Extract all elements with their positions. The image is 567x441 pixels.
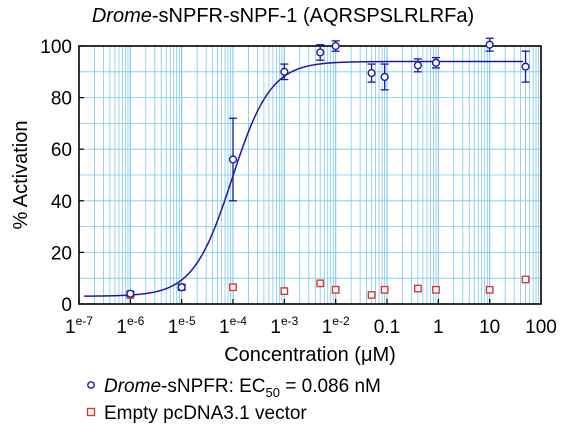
y-tick-label: 100	[40, 37, 72, 58]
x-tick-label: 100	[525, 317, 557, 338]
empty-vector-point	[331, 285, 340, 294]
y-axis-label: % Activation	[10, 121, 32, 230]
fit-curve	[84, 60, 524, 297]
drome-point	[331, 41, 340, 51]
y-tick-label: 60	[51, 140, 72, 161]
drome-point	[380, 72, 389, 82]
x-tick-label: 1e-6	[116, 314, 144, 338]
x-tick-label: 1e-4	[219, 314, 247, 338]
x-tick-label: 1e-2	[322, 314, 350, 338]
legend: Drome-sNPFR: EC50 = 0.086 nM Empty pcDNA…	[86, 376, 381, 424]
legend-marker-drome	[87, 381, 95, 389]
drome-point	[521, 62, 530, 71]
empty-vector-point	[485, 285, 494, 294]
drome-point	[316, 48, 325, 57]
drome-point	[413, 61, 423, 70]
empty-vector-point	[229, 283, 237, 292]
empty-vector-point	[316, 279, 325, 288]
chart-title-rest: -sNPFR-sNPF-1 (AQRSPSLRLRFa)	[152, 5, 474, 27]
x-tick-label: 0.1	[374, 317, 400, 338]
x-tick-label: 10	[479, 317, 500, 338]
legend-marker-empty-vector	[86, 407, 96, 417]
chart-title: Drome-sNPFR-sNPF-1 (AQRSPSLRLRFa)	[92, 5, 474, 27]
drome-point	[177, 283, 186, 292]
fit-curve-layer	[84, 60, 524, 297]
empty-vector-point	[367, 291, 376, 299]
drome-point	[485, 40, 494, 49]
legend-entry-drome: Drome-sNPFR: EC50 = 0.086 nM	[104, 376, 381, 400]
empty-vector-point	[414, 284, 422, 293]
y-tick-label: 20	[51, 243, 72, 264]
drome-point	[431, 58, 441, 67]
empty-vector-point	[432, 285, 440, 294]
drome-point	[280, 67, 289, 76]
x-tick-label: 1e-5	[168, 314, 196, 338]
drome-point	[126, 289, 135, 298]
empty-vector-point	[380, 285, 389, 294]
data-marks	[126, 37, 530, 299]
y-tick-label: 80	[51, 89, 72, 110]
y-tick-label: 40	[51, 192, 72, 213]
x-axis-label: Concentration (μM)	[224, 344, 396, 366]
drome-point	[367, 68, 376, 78]
y-axis: 0 20 40 60 80 100	[40, 37, 84, 316]
empty-vector-point	[521, 275, 530, 284]
legend-entry-empty-vector: Empty pcDNA3.1 vector	[104, 403, 307, 424]
grid	[79, 46, 541, 304]
chart-title-italic: Drome	[92, 5, 152, 27]
x-tick-label: 1e-3	[270, 314, 298, 338]
x-tick-label: 1	[433, 317, 444, 338]
x-axis: 1e-7 1e-6 1e-5 1e-4 1e-3 1e-2 0.1 1 10 100	[65, 299, 557, 338]
x-tick-label: 1e-7	[65, 314, 93, 338]
drome-point	[228, 155, 238, 164]
y-tick-label: 0	[61, 295, 72, 316]
plot-frame	[78, 45, 542, 305]
empty-vector-point	[280, 287, 289, 295]
